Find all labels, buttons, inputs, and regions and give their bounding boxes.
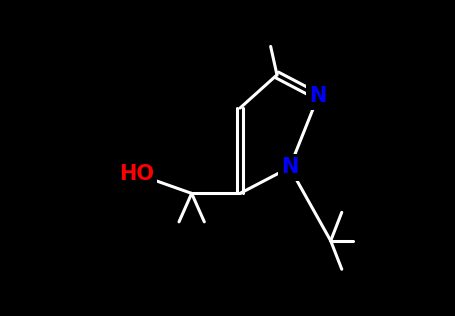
Text: HO: HO [119, 164, 153, 184]
Text: N: N [308, 86, 326, 106]
Text: N: N [280, 157, 298, 178]
